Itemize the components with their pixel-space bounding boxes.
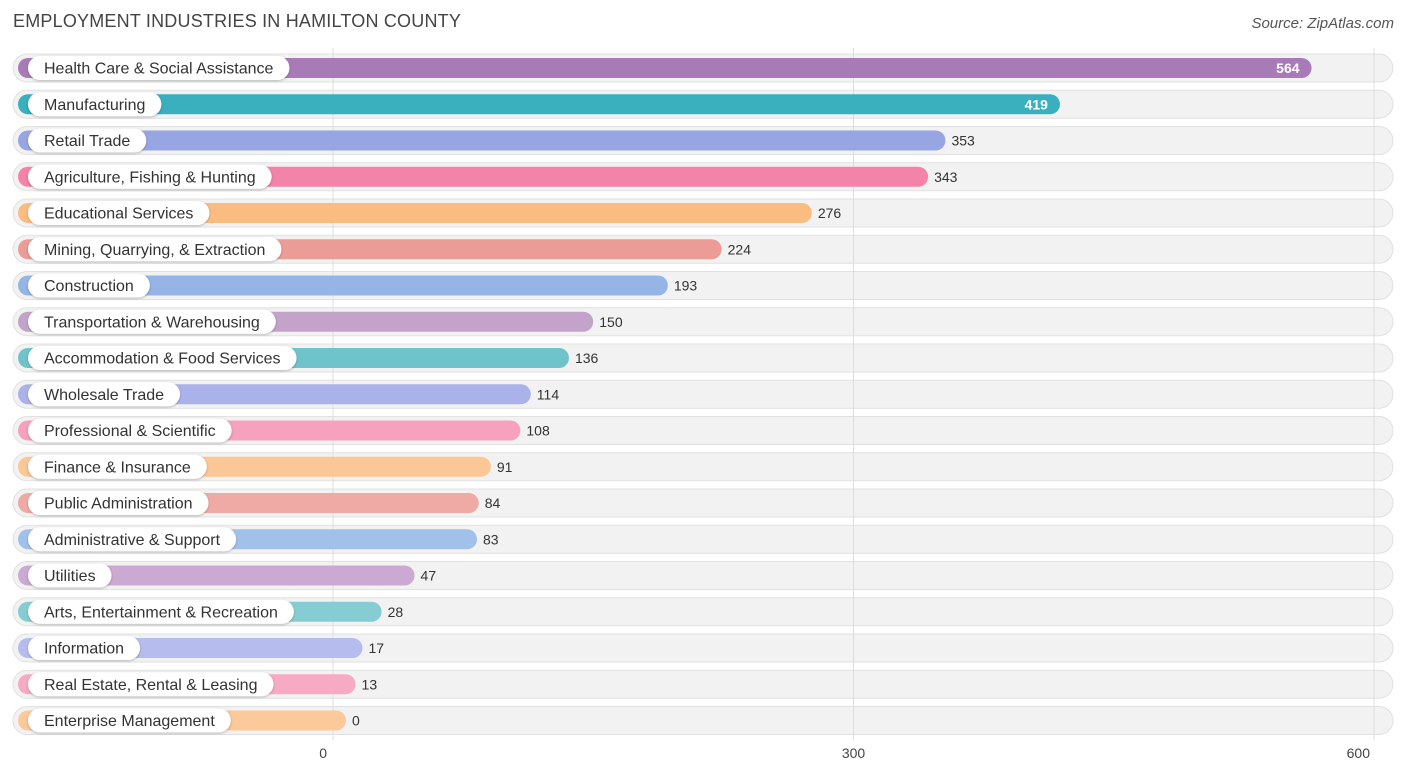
x-tick-label-600: 600	[1347, 745, 1371, 761]
row-background-enterprise-management	[12, 706, 1394, 735]
label-pill-professional-scientific	[28, 418, 232, 443]
label-pill-accommodation-food-services	[28, 346, 297, 370]
value-label-agriculture-fishing-hunting: 343	[934, 169, 958, 185]
value-label-finance-insurance: 91	[497, 459, 513, 475]
category-label-construction: Construction	[44, 278, 134, 295]
category-label-educational-services: Educational Services	[44, 206, 193, 223]
category-label-accommodation-food-services: Accommodation & Food Services	[44, 351, 281, 368]
label-pill-retail-trade	[28, 128, 147, 153]
label-pill-information	[28, 636, 141, 660]
category-label-public-administration: Public Administration	[44, 496, 193, 513]
category-label-administrative-support: Administrative & Support	[44, 532, 221, 549]
label-pill-mining-quarrying-extraction	[28, 237, 282, 262]
label-pill-public-administration	[28, 491, 209, 515]
value-label-transportation-warehousing: 150	[599, 314, 623, 330]
label-pill-finance-insurance	[28, 454, 207, 479]
label-pill-utilities	[28, 563, 112, 588]
label-pill-real-estate-rental-leasing	[28, 672, 274, 697]
source-credit: Source: ZipAtlas.com	[1251, 15, 1394, 32]
category-label-utilities: Utilities	[44, 568, 96, 585]
category-label-enterprise-management: Enterprise Management	[44, 713, 215, 730]
category-label-mining-quarrying-extraction: Mining, Quarrying, & Extraction	[44, 242, 265, 259]
bar-educational-services	[18, 203, 812, 223]
bar-construction	[18, 275, 668, 296]
label-pill-transportation-warehousing	[28, 309, 276, 334]
value-label-professional-scientific: 108	[526, 423, 550, 439]
label-pill-enterprise-management	[28, 708, 231, 733]
value-label-mining-quarrying-extraction: 224	[728, 241, 752, 257]
category-label-finance-insurance: Finance & Insurance	[44, 459, 191, 476]
value-label-educational-services: 276	[818, 205, 842, 221]
category-label-wholesale-trade: Wholesale Trade	[44, 387, 164, 404]
value-label-retail-trade: 353	[951, 133, 975, 149]
value-label-construction: 193	[674, 278, 698, 294]
bar-utilities	[18, 565, 415, 586]
value-label-health-care-social-assistance: 564	[1276, 60, 1300, 76]
value-label-manufacturing: 419	[1025, 96, 1049, 112]
bar-health-care-social-assistance	[18, 58, 1312, 78]
value-label-enterprise-management: 0	[352, 713, 360, 729]
category-label-information: Information	[44, 641, 124, 658]
value-label-information: 17	[368, 640, 384, 656]
category-label-arts-entertainment-recreation: Arts, Entertainment & Recreation	[44, 604, 278, 621]
category-label-health-care-social-assistance: Health Care & Social Assistance	[44, 61, 274, 78]
label-pill-manufacturing	[28, 92, 162, 117]
row-background-real-estate-rental-leasing	[12, 669, 1394, 699]
label-pill-construction	[28, 273, 150, 298]
category-label-real-estate-rental-leasing: Real Estate, Rental & Leasing	[44, 677, 257, 694]
x-tick-label-300: 300	[842, 745, 866, 761]
value-label-administrative-support: 83	[483, 531, 499, 547]
category-label-transportation-warehousing: Transportation & Warehousing	[44, 314, 260, 331]
x-tick-label-0: 0	[319, 745, 327, 761]
bar-retail-trade	[18, 130, 946, 151]
value-label-arts-entertainment-recreation: 28	[388, 604, 404, 620]
category-label-professional-scientific: Professional & Scientific	[44, 423, 216, 440]
label-pill-educational-services	[28, 201, 210, 225]
value-label-utilities: 47	[421, 568, 437, 584]
label-pill-agriculture-fishing-hunting	[28, 164, 272, 189]
label-pill-arts-entertainment-recreation	[28, 599, 294, 624]
category-label-retail-trade: Retail Trade	[44, 133, 130, 150]
value-label-public-administration: 84	[485, 495, 501, 511]
label-pill-wholesale-trade	[28, 382, 181, 407]
value-label-real-estate-rental-leasing: 13	[362, 676, 378, 692]
chart-title: EMPLOYMENT INDUSTRIES IN HAMILTON COUNTY	[13, 11, 462, 31]
bar-manufacturing	[18, 94, 1060, 115]
value-label-accommodation-food-services: 136	[575, 350, 599, 366]
label-pill-health-care-social-assistance	[28, 56, 290, 80]
category-label-manufacturing: Manufacturing	[44, 97, 145, 114]
category-label-agriculture-fishing-hunting: Agriculture, Fishing & Hunting	[44, 169, 256, 186]
label-pill-administrative-support	[28, 527, 237, 552]
value-label-wholesale-trade: 114	[537, 386, 560, 402]
